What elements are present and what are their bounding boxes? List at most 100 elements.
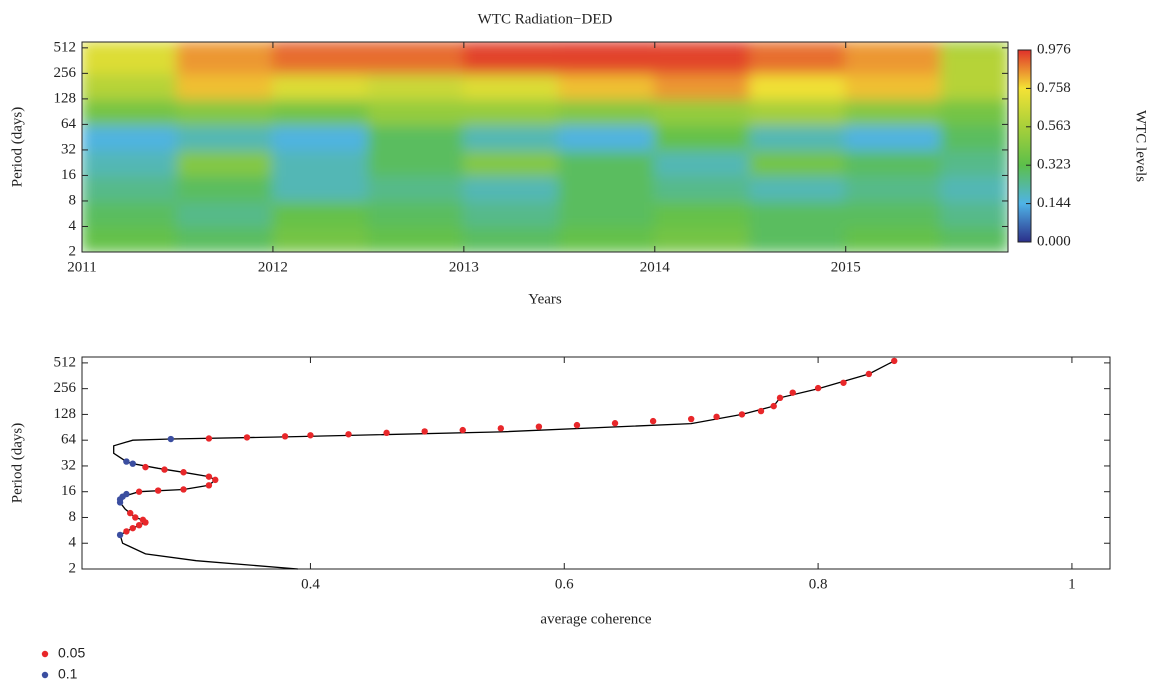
heat-cell xyxy=(844,174,943,202)
significance-dot xyxy=(123,458,130,465)
colorbar-tick-label: 0.758 xyxy=(1037,80,1071,96)
significance-dot xyxy=(757,407,765,415)
y-tick-label: 16 xyxy=(61,483,77,499)
significance-dot xyxy=(139,516,147,524)
significance-dot xyxy=(123,490,130,498)
significance-dot xyxy=(713,413,720,421)
legend-label: 0.05 xyxy=(58,645,85,661)
heat-cell xyxy=(82,46,179,75)
heat-cell xyxy=(176,148,274,177)
y-tick-label: 8 xyxy=(69,509,77,525)
heat-cell xyxy=(844,42,943,49)
colorbar-tick-label: 0.144 xyxy=(1037,195,1071,211)
heat-cell xyxy=(271,199,370,228)
y-tick-label: 4 xyxy=(69,535,77,551)
y-tick-label: 8 xyxy=(69,192,77,208)
heat-cell xyxy=(176,199,274,228)
significance-dot xyxy=(127,509,134,517)
x-tick-label: 1 xyxy=(1068,576,1076,592)
heat-cell xyxy=(82,42,179,49)
significance-dot xyxy=(135,521,143,529)
significance-dot xyxy=(129,524,136,532)
y-tick-label: 2 xyxy=(69,560,77,576)
colorbar-tick-label: 0.323 xyxy=(1037,157,1071,173)
heat-cell xyxy=(940,148,1008,177)
significance-dot xyxy=(243,434,251,441)
x-tick-label: 2013 xyxy=(449,259,479,275)
heat-cell xyxy=(82,123,179,151)
heat-cell xyxy=(462,72,561,100)
y-tick-label: 16 xyxy=(61,167,77,183)
heat-cell xyxy=(749,225,847,252)
heat-cell xyxy=(653,174,752,202)
y-tick-label: 128 xyxy=(54,90,77,106)
significance-dot xyxy=(205,473,213,480)
significance-dot xyxy=(776,394,784,402)
heat-cell xyxy=(940,123,1008,151)
significance-dot xyxy=(180,469,187,476)
heat-cell xyxy=(749,72,847,100)
heat-cell xyxy=(558,42,656,49)
heat-cell xyxy=(462,148,561,177)
heat-cell xyxy=(653,199,752,228)
heat-cell xyxy=(940,199,1008,228)
significance-dot xyxy=(123,528,130,535)
heat-cell xyxy=(271,225,370,252)
significance-dot xyxy=(132,514,139,521)
heat-cell xyxy=(462,225,561,252)
heat-cell xyxy=(271,46,370,75)
heat-cell xyxy=(82,225,179,252)
heat-cell xyxy=(462,97,561,126)
legend-marker xyxy=(41,650,49,658)
y-axis-label: Period (days) xyxy=(9,107,25,187)
x-tick-label: 2014 xyxy=(640,259,671,275)
x-tick-label: 2011 xyxy=(67,259,96,275)
significance-dot xyxy=(840,379,847,386)
significance-dot xyxy=(129,460,136,467)
heat-cell xyxy=(653,97,752,126)
heat-cell xyxy=(940,225,1008,252)
significance-dot xyxy=(154,487,162,494)
heat-cell xyxy=(462,199,561,228)
significance-dot xyxy=(497,425,505,432)
heat-cell xyxy=(844,123,943,151)
heat-cell xyxy=(176,97,274,126)
legend-label: 0.1 xyxy=(58,666,78,682)
colorbar-tick-label: 0.976 xyxy=(1037,41,1071,57)
significance-dot xyxy=(421,428,428,435)
heat-cell xyxy=(176,42,274,49)
heat-cell xyxy=(749,199,847,228)
significance-dot xyxy=(180,486,187,493)
heat-cell xyxy=(844,97,943,126)
heat-cell xyxy=(367,148,465,177)
heat-cell xyxy=(940,174,1008,202)
heat-cell xyxy=(653,225,752,252)
heat-cell xyxy=(749,123,847,151)
significance-dot xyxy=(212,476,219,484)
heat-cell xyxy=(940,97,1008,126)
heatmap xyxy=(82,42,1008,252)
significance-dot xyxy=(738,411,746,418)
heat-cell xyxy=(367,199,465,228)
significance-dot xyxy=(281,433,289,440)
heat-cell xyxy=(367,225,465,252)
heat-cell xyxy=(749,97,847,126)
y-tick-label: 32 xyxy=(61,457,76,473)
colorbar-tick-label: 0.563 xyxy=(1037,118,1071,134)
heat-cell xyxy=(462,123,561,151)
y-tick-label: 64 xyxy=(61,116,77,132)
heat-cell xyxy=(940,46,1008,75)
significance-dot xyxy=(865,370,873,378)
heat-cell xyxy=(940,72,1008,100)
heat-cell xyxy=(271,148,370,177)
heat-cell xyxy=(176,225,274,252)
x-axis-label: average coherence xyxy=(540,611,652,627)
y-axis-label: Period (days) xyxy=(9,423,25,503)
heat-cell xyxy=(844,148,943,177)
heat-cell xyxy=(271,174,370,202)
heat-cell xyxy=(176,123,274,151)
coherence-curve xyxy=(113,360,895,570)
heat-cell xyxy=(367,174,465,202)
heat-cell xyxy=(82,199,179,228)
